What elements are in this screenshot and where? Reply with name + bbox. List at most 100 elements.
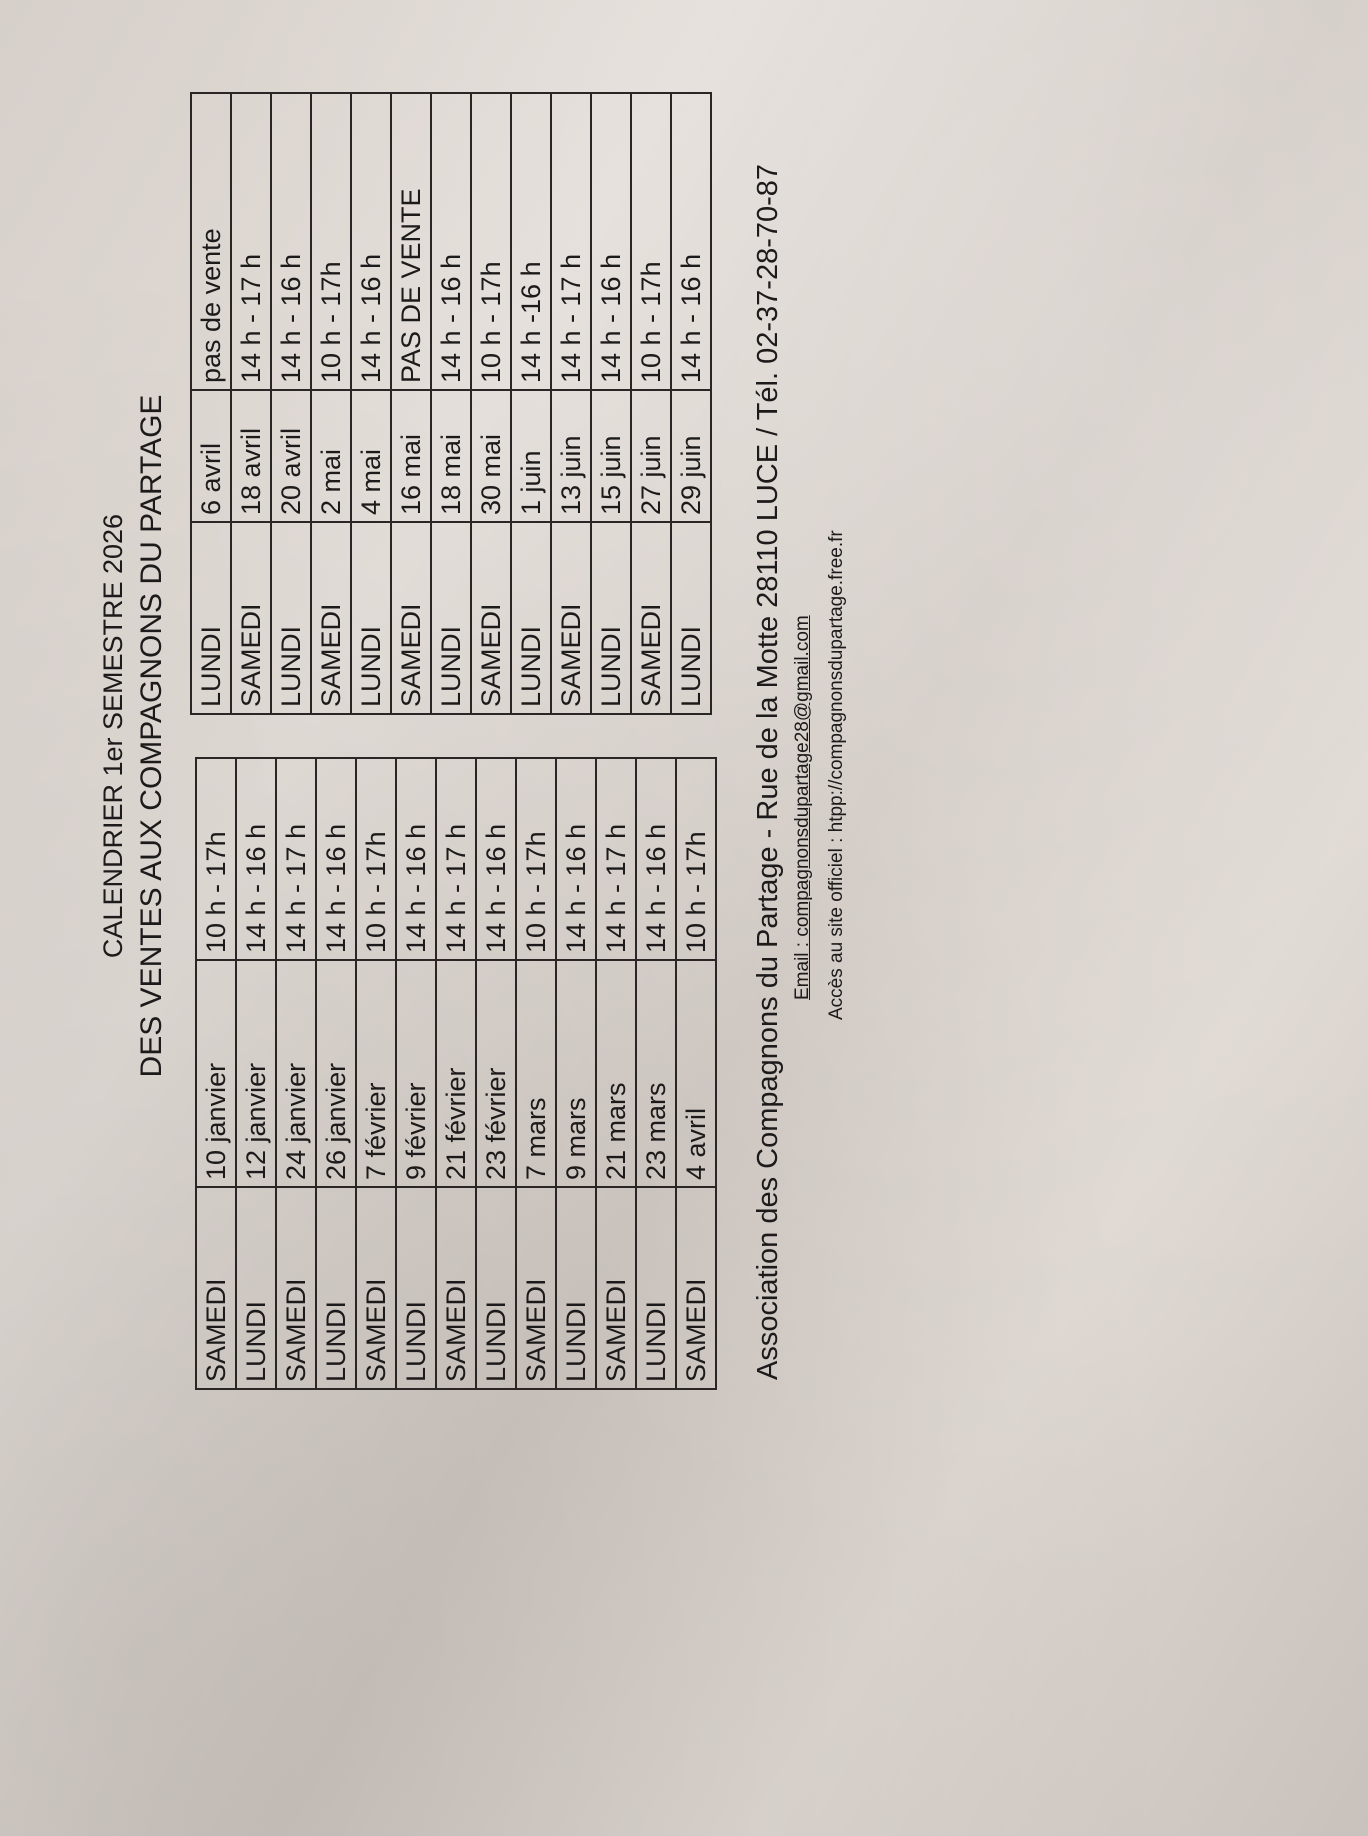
day-cell: LUNDI <box>316 1187 356 1389</box>
date-cell: 18 mai <box>431 390 471 522</box>
day-cell: SAMEDI <box>391 522 431 714</box>
date-cell: 13 juin <box>551 390 591 522</box>
table-row: LUNDI 23 février 14 h - 16 h <box>476 758 516 1389</box>
hours-cell: 14 h - 16 h <box>316 758 356 960</box>
table-row: LUNDI 26 janvier 14 h - 16 h <box>316 758 356 1389</box>
title-line-1: CALENDRIER 1er SEMESTRE 2026 <box>98 513 128 959</box>
date-cell: 29 juin <box>671 390 711 522</box>
table-row: LUNDI 9 février 14 h - 16 h <box>396 758 436 1389</box>
day-cell: SAMEDI <box>471 522 511 714</box>
hours-cell: 14 h - 16 h <box>591 93 631 390</box>
day-cell: LUNDI <box>271 522 311 714</box>
hours-cell: 14 h - 16 h <box>396 758 436 960</box>
hours-cell: 10 h - 17h <box>311 93 351 390</box>
table-row: SAMEDI 4 avril 10 h - 17h <box>676 758 716 1389</box>
date-cell: 6 avril <box>191 390 231 522</box>
date-cell: 27 juin <box>631 390 671 522</box>
hours-cell: 14 h - 16 h <box>431 93 471 390</box>
table-row: LUNDI 12 janvier 14 h - 16 h <box>236 758 276 1389</box>
date-cell: 12 janvier <box>236 960 276 1187</box>
date-cell: 15 juin <box>591 390 631 522</box>
hours-cell: 10 h - 17h <box>471 93 511 390</box>
date-cell: 4 avril <box>676 960 716 1187</box>
footer-email[interactable]: Email : compagnonsdupartage28@gmail.com <box>792 615 813 1000</box>
day-cell: LUNDI <box>396 1187 436 1389</box>
table-row: LUNDI 9 mars 14 h - 16 h <box>556 758 596 1389</box>
hours-cell: 10 h - 17h <box>516 758 556 960</box>
table-row: LUNDI 23 mars 14 h - 16 h <box>636 758 676 1389</box>
table-row: LUNDI 18 mai 14 h - 16 h <box>431 93 471 714</box>
hours-cell: PAS DE VENTE <box>391 93 431 390</box>
hours-cell: 14 h - 16 h <box>351 93 391 390</box>
date-cell: 7 mars <box>516 960 556 1187</box>
hours-cell: 14 h - 17 h <box>551 93 591 390</box>
table-row: SAMEDI 7 mars 10 h - 17h <box>516 758 556 1389</box>
table-row: SAMEDI 27 juin 10 h - 17h <box>631 93 671 714</box>
day-cell: SAMEDI <box>516 1187 556 1389</box>
date-cell: 9 février <box>396 960 436 1187</box>
day-cell: SAMEDI <box>276 1187 316 1389</box>
table-row: SAMEDI 10 janvier 10 h - 17h <box>196 758 236 1389</box>
date-cell: 7 février <box>356 960 396 1187</box>
table-row: SAMEDI 13 juin 14 h - 17 h <box>551 93 591 714</box>
day-cell: LUNDI <box>556 1187 596 1389</box>
schedule-table-january-april: SAMEDI 10 janvier 10 h - 17h LUNDI 12 janvie… <box>195 757 717 1390</box>
date-cell: 9 mars <box>556 960 596 1187</box>
hours-cell: 14 h - 16 h <box>236 758 276 960</box>
hours-cell: 10 h - 17h <box>676 758 716 960</box>
date-cell: 23 mars <box>636 960 676 1187</box>
date-cell: 10 janvier <box>196 960 236 1187</box>
day-cell: LUNDI <box>671 522 711 714</box>
day-cell: SAMEDI <box>196 1187 236 1389</box>
hours-cell: 14 h - 16 h <box>271 93 311 390</box>
footer-website[interactable]: Accès au site officiel : htpp://compagno… <box>826 530 847 1020</box>
hours-cell: 10 h - 17h <box>631 93 671 390</box>
date-cell: 24 janvier <box>276 960 316 1187</box>
hours-cell: 14 h - 17 h <box>436 758 476 960</box>
day-cell: SAMEDI <box>676 1187 716 1389</box>
hours-cell: 14 h - 16 h <box>636 758 676 960</box>
table-row: LUNDI 15 juin 14 h - 16 h <box>591 93 631 714</box>
table-row: SAMEDI 16 mai PAS DE VENTE <box>391 93 431 714</box>
hours-cell: 14 h - 16 h <box>671 93 711 390</box>
hours-cell: 14 h - 17 h <box>276 758 316 960</box>
table-row: SAMEDI 30 mai 10 h - 17h <box>471 93 511 714</box>
day-cell: SAMEDI <box>596 1187 636 1389</box>
table-row: LUNDI 20 avril 14 h - 16 h <box>271 93 311 714</box>
day-cell: LUNDI <box>431 522 471 714</box>
day-cell: SAMEDI <box>356 1187 396 1389</box>
day-cell: SAMEDI <box>311 522 351 714</box>
date-cell: 23 février <box>476 960 516 1187</box>
day-cell: LUNDI <box>476 1187 516 1389</box>
day-cell: SAMEDI <box>436 1187 476 1389</box>
date-cell: 1 juin <box>511 390 551 522</box>
day-cell: LUNDI <box>591 522 631 714</box>
day-cell: SAMEDI <box>231 522 271 714</box>
table-row: SAMEDI 18 avril 14 h - 17 h <box>231 93 271 714</box>
table-row: SAMEDI 21 mars 14 h - 17 h <box>596 758 636 1389</box>
hours-cell: pas de vente <box>191 93 231 390</box>
day-cell: LUNDI <box>236 1187 276 1389</box>
date-cell: 30 mai <box>471 390 511 522</box>
day-cell: LUNDI <box>351 522 391 714</box>
hours-cell: 14 h - 16 h <box>476 758 516 960</box>
hours-cell: 14 h - 17 h <box>596 758 636 960</box>
table-row: LUNDI 4 mai 14 h - 16 h <box>351 93 391 714</box>
table-row: SAMEDI 21 février 14 h - 17 h <box>436 758 476 1389</box>
date-cell: 21 février <box>436 960 476 1187</box>
date-cell: 26 janvier <box>316 960 356 1187</box>
day-cell: LUNDI <box>191 522 231 714</box>
footer-address: Association des Compagnons du Partage - … <box>752 163 784 1380</box>
table-row: LUNDI 29 juin 14 h - 16 h <box>671 93 711 714</box>
day-cell: LUNDI <box>636 1187 676 1389</box>
day-cell: SAMEDI <box>631 522 671 714</box>
date-cell: 18 avril <box>231 390 271 522</box>
table-row: LUNDI 6 avril pas de vente <box>191 93 231 714</box>
day-cell: SAMEDI <box>551 522 591 714</box>
date-cell: 21 mars <box>596 960 636 1187</box>
hours-cell: 10 h - 17h <box>196 758 236 960</box>
table-row: SAMEDI 7 février 10 h - 17h <box>356 758 396 1389</box>
day-cell: LUNDI <box>511 522 551 714</box>
title-line-2: DES VENTES AUX COMPAGNONS DU PARTAGE <box>135 394 168 1078</box>
